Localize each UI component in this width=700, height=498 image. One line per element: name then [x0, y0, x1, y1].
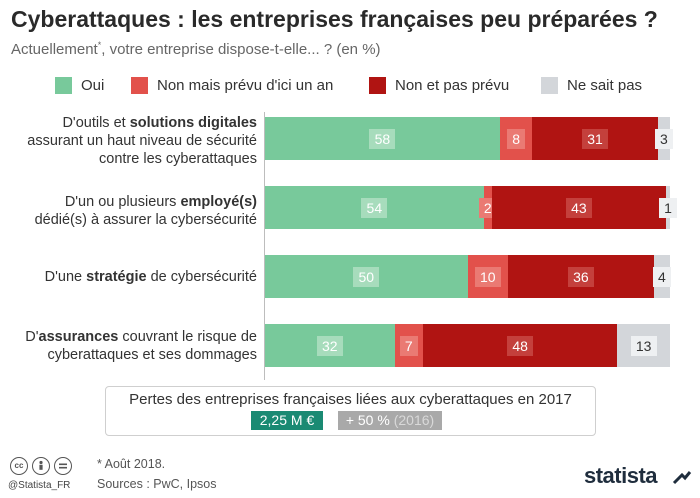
cc-icon: cc: [10, 457, 28, 475]
data-label-non-pas-prevu-0: 31: [582, 128, 609, 149]
data-label-non-pas-prevu-2: 36: [567, 266, 594, 287]
losses-amount-badge: 2,25 M €: [251, 411, 323, 430]
category-label-assurances-post: couvrant le risque de: [118, 329, 257, 345]
losses-change-reference: (2016): [393, 412, 435, 428]
legend-item-oui: Oui: [55, 75, 104, 95]
subtitle-rest: , votre entreprise dispose-t-elle... ? (…: [101, 41, 381, 58]
category-label-employes-line2: dédié(s) à assurer la cybersécurité: [34, 212, 257, 228]
legend-swatch-oui: [55, 76, 72, 94]
legend-label-oui: Oui: [81, 76, 105, 94]
category-axis-line: [264, 112, 265, 380]
legend-item-non-prevu-un-an: Non mais prévu d'ici un an: [131, 75, 333, 95]
subtitle-footnote-mark: *: [97, 40, 102, 50]
category-label-strategie-post: de cybersécurité: [146, 269, 257, 285]
legend-swatch-non-pas-prevu: [369, 76, 386, 94]
data-label-non-prevu-un-an-0: 8: [507, 128, 526, 149]
data-label-non-prevu-un-an-2: 10: [474, 266, 501, 287]
legend-item-ne-sait-pas: Ne sait pas: [541, 75, 642, 95]
category-label-strategie-bold: stratégie: [86, 269, 147, 285]
category-label-employes: D'un ou plusieurs employé(s) dédié(s) à …: [2, 193, 257, 229]
legend-swatch-ne-sait-pas: [541, 76, 558, 94]
category-label-outils-line2: assurant un haut niveau de sécurité: [27, 133, 257, 149]
category-label-employes-bold: employé(s): [180, 194, 257, 210]
twitter-handle: @Statista_FR: [8, 480, 71, 491]
data-label-oui-3: 32: [316, 335, 343, 356]
category-label-assurances-line2: cyberattaques et ses dommages: [47, 347, 257, 363]
no-derivatives-icon: [54, 457, 72, 475]
category-label-outils-line3: contre les cyberattaques: [99, 151, 257, 167]
category-label-assurances: D'assurances couvrant le risque de cyber…: [2, 328, 257, 364]
footnote: * Août 2018.: [97, 457, 166, 471]
category-label-strategie: D'une stratégie de cybersécurité: [2, 268, 257, 286]
category-label-strategie-pre: D'une: [44, 269, 87, 285]
legend-label-non-prevu-un-an: Non mais prévu d'ici un an: [157, 76, 334, 94]
data-label-ne-sait-pas-0: 3: [654, 128, 673, 149]
losses-info-box: Pertes des entreprises françaises liées …: [105, 386, 596, 436]
data-label-non-pas-prevu-3: 48: [507, 335, 534, 356]
data-label-ne-sait-pas-2: 4: [652, 266, 671, 287]
losses-info-title: Pertes des entreprises françaises liées …: [129, 391, 572, 408]
data-label-oui-2: 50: [353, 266, 380, 287]
statista-logo-icon: [672, 471, 692, 485]
category-label-outils-pre: D'outils et: [62, 115, 130, 131]
data-label-non-prevu-un-an-3: 7: [399, 335, 418, 356]
losses-change-value: + 50 %: [345, 412, 390, 428]
data-label-ne-sait-pas-3: 13: [630, 335, 657, 356]
chart-title: Cyberattaques : les entreprises français…: [11, 6, 658, 32]
legend-label-non-pas-prevu: Non et pas prévu: [395, 76, 510, 94]
legend: Oui Non mais prévu d'ici un an Non et pa…: [55, 75, 695, 95]
category-label-employes-pre: D'un ou plusieurs: [64, 194, 181, 210]
data-label-oui-0: 58: [369, 128, 396, 149]
category-label-outils-bold: solutions digitales: [129, 115, 257, 131]
category-label-outils: D'outils et solutions digitales assurant…: [2, 114, 257, 168]
subtitle-main: Actuellement: [11, 41, 98, 58]
data-label-non-pas-prevu-1: 43: [565, 197, 592, 218]
attribution-icon: [32, 457, 50, 475]
license-icons: cc: [10, 457, 76, 475]
chart-subtitle: Actuellement*, votre entreprise dispose-…: [11, 40, 381, 58]
category-label-assurances-pre: D': [25, 329, 39, 345]
data-label-oui-1: 54: [361, 197, 388, 218]
legend-label-ne-sait-pas: Ne sait pas: [567, 76, 643, 94]
legend-swatch-non-prevu-un-an: [131, 76, 148, 94]
data-label-ne-sait-pas-1: 1: [658, 197, 677, 218]
losses-change-badge: + 50 % (2016): [338, 411, 442, 430]
statista-logo[interactable]: statista: [584, 463, 658, 488]
sources[interactable]: Sources : PwC, Ipsos: [97, 477, 217, 491]
category-label-assurances-bold: assurances: [38, 329, 119, 345]
legend-item-non-pas-prevu: Non et pas prévu: [369, 75, 509, 95]
